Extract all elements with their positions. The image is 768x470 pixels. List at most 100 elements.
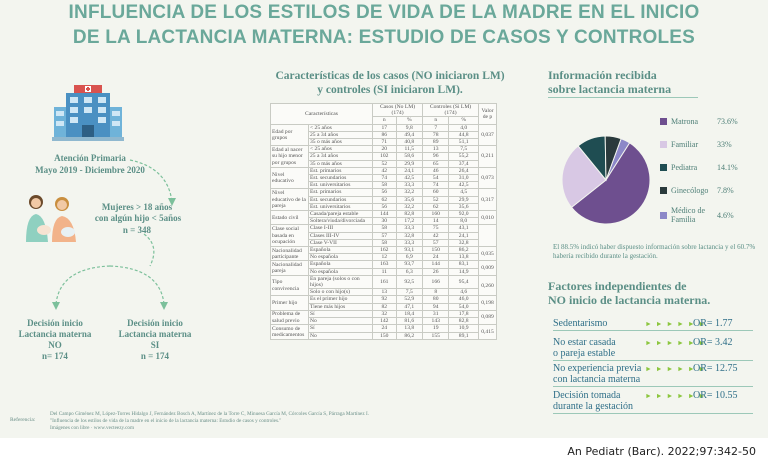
p-value: 0,260 [478, 274, 497, 297]
legend-label: Ginecólogo [671, 185, 709, 195]
table-row: Clase social basada en ocupación Clase I-… [270, 224, 497, 248]
cell-value: 9,8 [395, 123, 424, 132]
table-row: Solo o con hijo(s) 13 7,5 8 4,6 [271, 288, 497, 297]
cell-value: 92 [372, 295, 397, 304]
p-value: 0,035 [478, 246, 497, 262]
factor-label: No experiencia previa [553, 363, 642, 374]
cell-value: 80 [422, 295, 450, 304]
cell-value: 24 [422, 253, 450, 262]
cell-value: 51,1 [448, 138, 479, 147]
cell-value: 24,1 [448, 231, 479, 240]
cell-value: 43,1 [448, 224, 479, 233]
table-row: No 150 86,2 155 89,1 [271, 331, 497, 340]
factor-underline [553, 386, 753, 387]
legend-value: 73.6% [717, 116, 738, 126]
table-row: Primer hijo Es el primer hijo 92 52,9 80 46,0… [270, 295, 497, 311]
flow-arrow-1 [128, 158, 178, 208]
cell-value: 144 [372, 210, 397, 219]
table-row: 35 o más años 52 29,9 65 37,4 [271, 159, 497, 168]
cell-value: 42 [422, 231, 450, 240]
table-row: 35 o más años 71 40,8 89 51,1 [271, 138, 497, 147]
cell-value: 13 [422, 145, 450, 154]
factor-label-2: con lactancia materna [553, 374, 641, 385]
info-heading-underline [548, 97, 698, 98]
group-name: Estado civil [270, 210, 309, 226]
cell-value: 30 [372, 217, 397, 226]
table-row: Clase V-VII 58 33,3 57 32,8 [271, 238, 497, 248]
p-value [478, 224, 497, 248]
info-heading-1: Información recibida [548, 68, 657, 82]
legend-item: Ginecólogo 7.8% [660, 185, 768, 195]
legend-value: 14.1% [717, 162, 738, 172]
cell-value: 143 [422, 317, 450, 326]
row-label: 35 o más años [308, 138, 373, 147]
table-row: Tiene más hijos 82 47,1 94 54,0 [271, 302, 497, 311]
cell-value: 13,8 [395, 324, 424, 333]
row-label: 25 a 34 años [308, 152, 373, 161]
cell-value: 86 [372, 130, 397, 140]
cell-value: 17,8 [448, 309, 479, 319]
row-label: En pareja (solos o con hijos) [308, 274, 373, 290]
decision-si-n: n = 174 [140, 351, 170, 361]
references-label: Referencia: [10, 417, 36, 423]
legend-label: Pediatra [671, 162, 698, 172]
table-row: Consumo de medicamentos Sí 24 13,8 19 10,9 0,4… [270, 324, 497, 340]
odds-ratio: OR= 3.42 [693, 337, 733, 348]
cell-value: 26 [422, 267, 450, 276]
cell-value: 42,5 [448, 181, 479, 190]
cell-value: 82 [372, 302, 397, 311]
decision-no-n: n= 174 [42, 351, 68, 361]
cell-value: 78 [422, 130, 450, 140]
table-row: 25 a 34 años 86 49,4 78 44,8 [271, 130, 497, 140]
table-row: Nivel educativo de la pareja Est. primari… [270, 188, 497, 212]
row-label: No [308, 331, 373, 340]
cell-value: 32,2 [395, 202, 424, 212]
legend-swatch [660, 117, 667, 125]
cell-value: 7,5 [395, 288, 424, 297]
row-label: Sí [308, 324, 373, 333]
cell-value: 26,4 [448, 166, 479, 176]
decision-no-1: Decisión inicio [27, 318, 83, 328]
table-row: Soltera/viuda/divorciada 30 17,2 14 8,0 [271, 217, 497, 226]
factor-underline [553, 330, 753, 331]
cell-value: 7 [422, 123, 450, 132]
cell-value: 62 [422, 202, 450, 212]
cell-value: 14,9 [448, 267, 479, 276]
table-row: No española 12 6,9 24 13,8 [271, 253, 497, 262]
row-label: Soltera/viuda/divorciada [308, 217, 373, 226]
factor-item: Decisión tomada durante la gestación ► ► ►… [553, 390, 758, 412]
cell-value: 74 [422, 181, 450, 190]
cell-value: 96 [422, 152, 450, 161]
legend-value: 33% [717, 139, 732, 149]
cell-value: 13,8 [448, 253, 479, 262]
cell-value: 92,5 [395, 274, 424, 290]
cell-value: 94 [422, 302, 450, 311]
odds-ratio: OR= 12.75 [693, 363, 738, 374]
row-label: Est. secundarios [308, 195, 373, 204]
title-line-2: DE LA LACTANCIA MATERNA: ESTUDIO DE CASO… [72, 27, 696, 48]
row-label: Casada/pareja estable [308, 210, 373, 219]
col-header-p: Valor de p [478, 103, 497, 125]
flow-arrow-2 [140, 232, 170, 268]
factor-label: No estar casada [553, 337, 616, 348]
cell-value: 163 [372, 260, 397, 269]
table-row: Tipo convivencia En pareja (solos o con h… [270, 274, 497, 297]
row-label: Tiene más hijos [308, 302, 373, 311]
row-label: Est. universitarios [308, 181, 373, 190]
factors-heading-2: NO inicio de lactancia materna. [548, 293, 711, 307]
cell-value: 13 [372, 288, 397, 297]
group-name: Consumo de medicamentos [270, 324, 309, 340]
cell-value: 31,0 [448, 174, 479, 183]
cell-value: 47,1 [395, 302, 424, 311]
row-label: < 25 años [308, 123, 373, 132]
cell-value: 55,2 [448, 152, 479, 161]
cell-value: 8 [422, 288, 450, 297]
group-name: Nivel educativo [270, 166, 309, 190]
cell-value: 142 [372, 317, 397, 326]
col-header-characteristics: Características [270, 103, 373, 125]
cell-value: 52 [372, 159, 397, 168]
atencion-primaria: Atención Primaria [54, 153, 126, 163]
odds-ratio: OR= 1.77 [693, 318, 733, 329]
row-label: Clase V-VII [308, 238, 373, 248]
cell-value: 58 [372, 181, 397, 190]
